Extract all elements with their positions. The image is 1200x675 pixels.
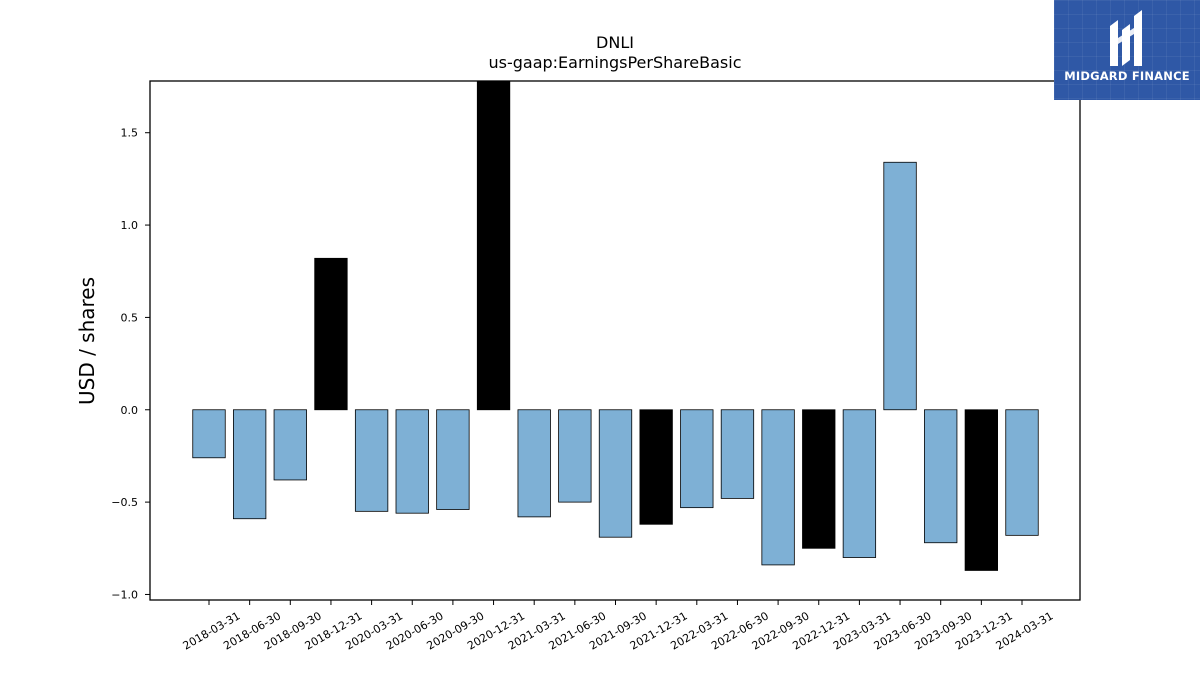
bar-2023-06-30 xyxy=(883,161,917,411)
bar-2022-12-31 xyxy=(802,409,836,549)
bar-2023-09-30 xyxy=(924,409,958,544)
bar-2023-03-31 xyxy=(842,409,877,558)
bar-2022-06-30 xyxy=(720,409,755,499)
bar-2022-09-30 xyxy=(761,409,795,566)
bar-2018-06-30 xyxy=(232,409,267,520)
chart-title: DNLI xyxy=(596,33,634,52)
bars-group xyxy=(192,80,1039,571)
bar-2020-09-30 xyxy=(436,409,470,510)
x-axis: 2018-03-312018-06-302018-09-302018-12-31… xyxy=(181,600,1056,653)
bar-2024-03-31 xyxy=(1005,409,1039,536)
y-tick-label: 1.5 xyxy=(121,127,139,140)
y-tick-label: 0.5 xyxy=(121,311,139,324)
chart-subtitle: us-gaap:EarningsPerShareBasic xyxy=(488,53,741,72)
brand-logo: MIDGARD FINANCE xyxy=(1054,0,1200,100)
bar-2020-12-31 xyxy=(476,80,511,411)
y-tick-label: −1.0 xyxy=(111,588,138,601)
bar-2021-12-31 xyxy=(639,409,673,525)
bar-2021-09-30 xyxy=(598,409,633,538)
bar-2023-12-31 xyxy=(964,409,998,571)
bar-2018-09-30 xyxy=(273,409,307,481)
midgard-logo-icon xyxy=(1110,10,1142,66)
plot-frame xyxy=(149,80,1081,601)
y-axis-label: USD / shares xyxy=(75,277,99,405)
y-tick-label: 0.0 xyxy=(121,404,139,417)
bar-2021-03-31 xyxy=(517,409,551,518)
bar-2020-03-31 xyxy=(354,409,389,512)
y-axis: −1.0 −0.5 0.0 0.5 1.0 1.5 xyxy=(111,127,150,601)
bar-2022-03-31 xyxy=(680,409,714,509)
bar-2018-03-31 xyxy=(192,409,226,459)
bar-2018-12-31 xyxy=(314,257,348,411)
bar-2020-06-30 xyxy=(395,409,429,514)
brand-name: MIDGARD FINANCE xyxy=(1064,69,1190,83)
bar-2021-06-30 xyxy=(558,409,592,503)
y-tick-label: 1.0 xyxy=(121,219,139,232)
y-tick-label: −0.5 xyxy=(111,496,138,509)
